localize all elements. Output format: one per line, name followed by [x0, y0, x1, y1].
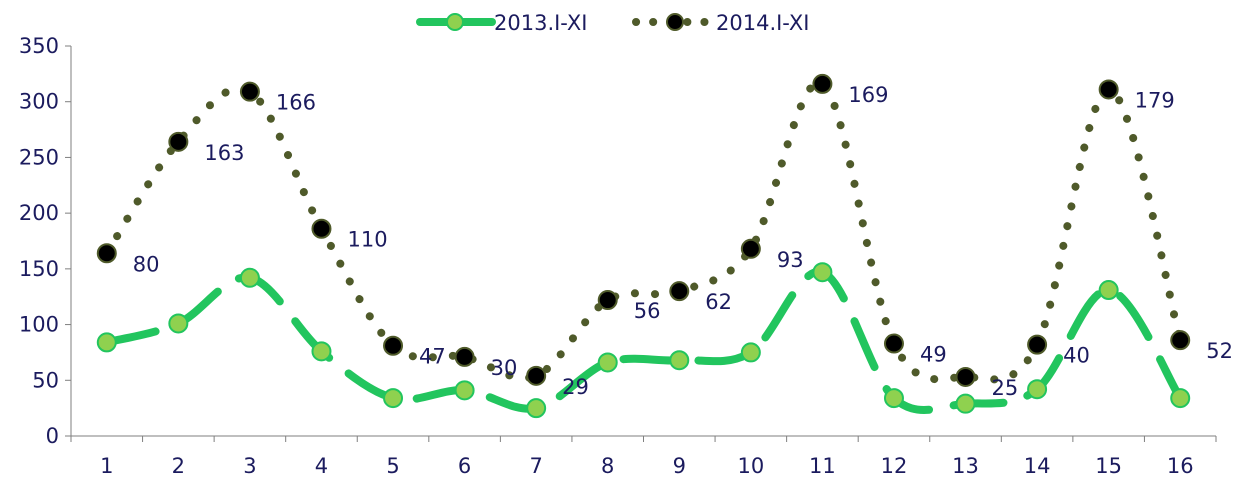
data-label: 179 — [1135, 88, 1175, 112]
series-layer — [102, 78, 1185, 414]
series-line-2013 — [102, 267, 1185, 414]
data-point-2013 — [383, 388, 404, 409]
data-label: 49 — [920, 343, 947, 367]
data-point-2014 — [812, 73, 833, 94]
y-tick-label: 250 — [19, 145, 59, 169]
data-label: 47 — [419, 345, 446, 369]
data-label: 62 — [705, 290, 732, 314]
data-point-2014 — [239, 81, 260, 102]
y-tick-label: 300 — [19, 90, 59, 114]
x-tick-label: 5 — [386, 454, 399, 478]
legend-label-2013: 2013.I-XI — [494, 11, 587, 35]
data-label: 163 — [204, 141, 244, 165]
legend: 2013.I-XI 2014.I-XI — [416, 11, 809, 35]
x-tick-label: 2 — [172, 454, 185, 478]
y-tick-label: 0 — [46, 424, 59, 448]
data-point-2013 — [454, 380, 475, 401]
data-point-2014 — [454, 346, 475, 367]
data-point-2013 — [96, 332, 117, 353]
data-point-2014 — [96, 243, 117, 264]
x-tick-label: 8 — [601, 454, 614, 478]
data-point-2013 — [812, 262, 833, 283]
series-line-2014 — [102, 78, 1185, 384]
data-point-2013 — [597, 352, 618, 373]
x-tick-label: 9 — [673, 454, 686, 478]
x-tick-label: 14 — [1024, 454, 1051, 478]
y-tick-label: 50 — [32, 368, 59, 392]
data-point-2014 — [1027, 334, 1048, 355]
data-label: 30 — [491, 356, 518, 380]
data-point-2013 — [526, 398, 547, 419]
data-label: 166 — [276, 91, 316, 115]
x-tick-label: 3 — [243, 454, 256, 478]
data-label: 169 — [848, 83, 888, 107]
data-point-2014 — [383, 335, 404, 356]
data-point-2014 — [597, 290, 618, 311]
data-point-2014 — [1170, 330, 1191, 351]
data-point-2013 — [883, 388, 904, 409]
x-tick-label: 7 — [529, 454, 542, 478]
data-label: 29 — [562, 375, 589, 399]
data-point-2013 — [311, 341, 332, 362]
x-tick-label: 13 — [952, 454, 979, 478]
legend-marker-2013 — [446, 13, 464, 31]
data-point-2013 — [239, 267, 260, 288]
x-tick-label: 15 — [1095, 454, 1122, 478]
data-point-2014 — [1098, 79, 1119, 100]
y-tick-label: 200 — [19, 201, 59, 225]
data-point-2013 — [669, 350, 690, 371]
y-tick-label: 350 — [19, 34, 59, 58]
x-tick-label: 1 — [100, 454, 113, 478]
data-point-2014 — [168, 131, 189, 152]
data-point-2013 — [955, 393, 976, 414]
x-tick-label: 11 — [809, 454, 836, 478]
x-tick-label: 10 — [737, 454, 764, 478]
x-tick-label: 6 — [458, 454, 471, 478]
data-point-2014 — [883, 333, 904, 354]
x-tick-label: 12 — [881, 454, 908, 478]
data-label: 110 — [347, 228, 387, 252]
legend-item-2014: 2014.I-XI — [632, 11, 809, 35]
data-point-2014 — [311, 218, 332, 239]
data-point-2013 — [1098, 280, 1119, 301]
markers-layer — [96, 73, 1191, 419]
data-point-2014 — [669, 281, 690, 302]
x-tick-label: 4 — [315, 454, 328, 478]
data-point-2013 — [1170, 388, 1191, 409]
data-label: 52 — [1206, 339, 1233, 363]
data-point-2013 — [168, 313, 189, 334]
legend-item-2013: 2013.I-XI — [416, 11, 587, 35]
data-point-2013 — [740, 342, 761, 363]
data-label: 80 — [133, 252, 160, 276]
data-labels-layer: 80 163 166 110 47 30 29 56 62 93 169 49 25 40 179 52 — [133, 83, 1233, 400]
data-point-2014 — [526, 365, 547, 386]
legend-label-2014: 2014.I-XI — [716, 11, 809, 35]
data-point-2014 — [955, 366, 976, 387]
data-point-2013 — [1027, 379, 1048, 400]
legend-marker-2014 — [666, 13, 684, 31]
data-label: 25 — [992, 376, 1019, 400]
data-label: 93 — [777, 248, 804, 272]
data-label: 56 — [634, 299, 661, 323]
y-tick-label: 100 — [19, 313, 59, 337]
data-point-2014 — [740, 238, 761, 259]
data-label: 40 — [1063, 344, 1090, 368]
y-tick-label: 150 — [19, 257, 59, 281]
x-tick-label: 16 — [1167, 454, 1194, 478]
